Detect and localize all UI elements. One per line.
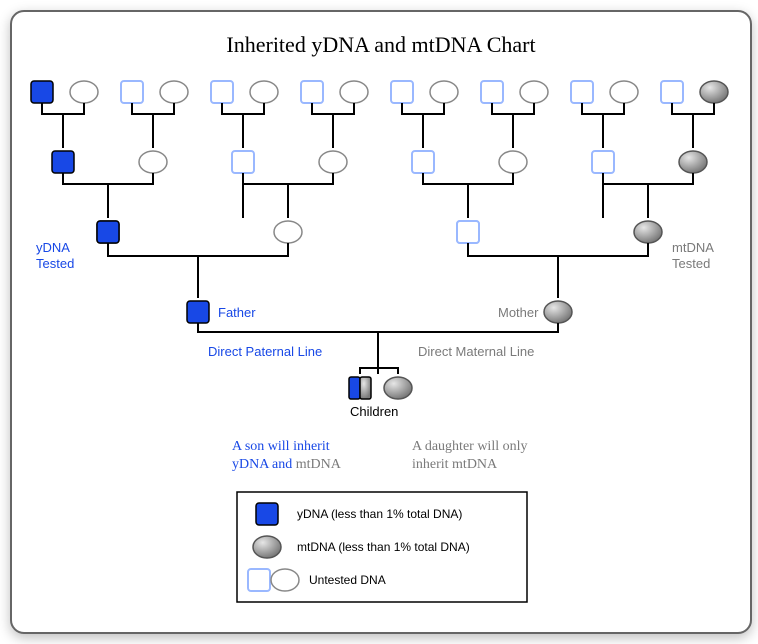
lineage-link — [423, 173, 513, 218]
female-node — [340, 81, 368, 103]
mtdna-g2-female — [634, 221, 662, 243]
son-mtdna-half — [360, 377, 371, 399]
female-node — [274, 221, 302, 243]
children-label: Children — [350, 404, 398, 419]
chart-frame: Inherited yDNA and mtDNA Chart yDNATeste… — [10, 10, 752, 634]
male-node — [571, 81, 593, 103]
female-node — [520, 81, 548, 103]
lineage-link — [603, 173, 693, 218]
note-daughter-1: A daughter will only — [412, 439, 528, 454]
lineage-link — [360, 368, 398, 374]
dna-inheritance-chart: Inherited yDNA and mtDNA Chart yDNATeste… — [12, 12, 750, 632]
ydna-tested-label-2: Tested — [36, 256, 74, 271]
legend-mtdna-icon — [253, 536, 281, 558]
female-node — [700, 81, 728, 103]
legend-ydna-icon — [256, 503, 278, 525]
mother-node — [544, 301, 572, 323]
lineage-link — [243, 173, 333, 218]
lineage-link — [63, 173, 153, 218]
lineage-link — [582, 103, 624, 148]
female-node — [430, 81, 458, 103]
male-node — [121, 81, 143, 103]
mtdna-tested-label: mtDNA — [672, 240, 714, 255]
legend-untested-female-icon — [271, 569, 299, 591]
father-node — [187, 301, 209, 323]
male-node — [592, 151, 614, 173]
legend-mtdna-text: mtDNA (less than 1% total DNA) — [297, 540, 470, 554]
male-node — [211, 81, 233, 103]
note-son-2: yDNA and mtDNA — [232, 457, 342, 472]
mtdna-tested-label-2: Tested — [672, 256, 710, 271]
lineage-link — [222, 103, 264, 148]
female-node — [679, 151, 707, 173]
note-daughter-2: inherit mtDNA — [412, 457, 498, 472]
daughter-node — [384, 377, 412, 399]
ydna-tested-label: yDNA — [36, 240, 70, 255]
male-node — [31, 81, 53, 103]
female-node — [499, 151, 527, 173]
male-node — [52, 151, 74, 173]
lineage-link — [42, 103, 84, 148]
male-node — [391, 81, 413, 103]
note-son-1: A son will inherit — [232, 439, 330, 454]
chart-title: Inherited yDNA and mtDNA Chart — [226, 32, 535, 57]
male-node — [661, 81, 683, 103]
lineage-link — [108, 243, 288, 298]
female-node — [319, 151, 347, 173]
legend-untested-text: Untested DNA — [309, 573, 386, 587]
maternal-line-label: Direct Maternal Line — [418, 344, 534, 359]
female-node — [70, 81, 98, 103]
lineage-link — [402, 103, 444, 148]
female-node — [160, 81, 188, 103]
legend-ydna-text: yDNA (less than 1% total DNA) — [297, 507, 462, 521]
male-node — [481, 81, 503, 103]
ydna-g2-male — [97, 221, 119, 243]
male-node — [457, 221, 479, 243]
female-node — [250, 81, 278, 103]
mother-label: Mother — [498, 305, 539, 320]
male-node — [412, 151, 434, 173]
father-label: Father — [218, 305, 256, 320]
female-node — [139, 151, 167, 173]
legend-untested-male-icon — [248, 569, 270, 591]
lineage-link — [312, 103, 354, 148]
lineage-link — [492, 103, 534, 148]
male-node — [232, 151, 254, 173]
female-node — [610, 81, 638, 103]
lineage-link — [132, 103, 174, 148]
paternal-line-label: Direct Paternal Line — [208, 344, 322, 359]
lineage-link — [198, 323, 558, 332]
lineage-link — [672, 103, 714, 148]
male-node — [301, 81, 323, 103]
son-ydna-half — [349, 377, 360, 399]
lineage-link — [468, 243, 648, 298]
